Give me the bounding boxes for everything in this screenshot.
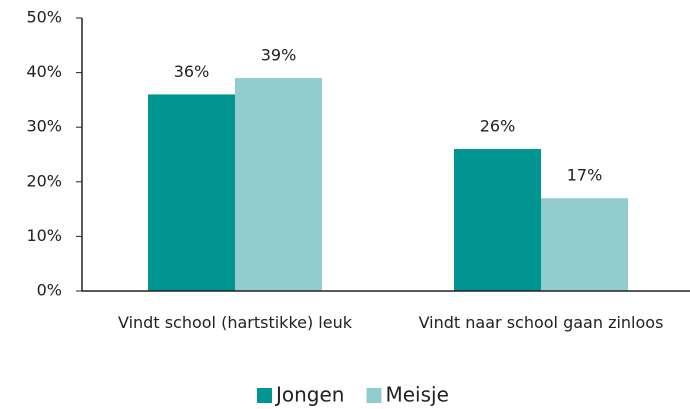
- x-tick-label: Vindt naar school gaan zinloos: [418, 313, 664, 332]
- bar: [541, 198, 628, 291]
- x-tick-label: Vindt school (hartstikke) leuk: [118, 313, 352, 332]
- value-label: 26%: [480, 117, 516, 136]
- y-tick-label: 30%: [26, 117, 62, 136]
- y-tick-label: 40%: [26, 62, 62, 81]
- bar: [235, 78, 322, 291]
- y-tick-label: 20%: [26, 171, 62, 190]
- value-label: 17%: [567, 166, 603, 185]
- legend-label: Jongen: [274, 383, 345, 407]
- y-tick-label: 0%: [37, 281, 62, 300]
- y-tick-label: 50%: [26, 8, 62, 27]
- bar: [454, 149, 541, 291]
- value-label: 36%: [174, 62, 210, 81]
- bar: [148, 94, 235, 291]
- legend-swatch: [257, 388, 272, 403]
- value-label: 39%: [261, 46, 297, 65]
- legend-swatch: [366, 388, 382, 403]
- legend-label: Meisje: [386, 383, 449, 407]
- y-tick-label: 10%: [26, 226, 62, 245]
